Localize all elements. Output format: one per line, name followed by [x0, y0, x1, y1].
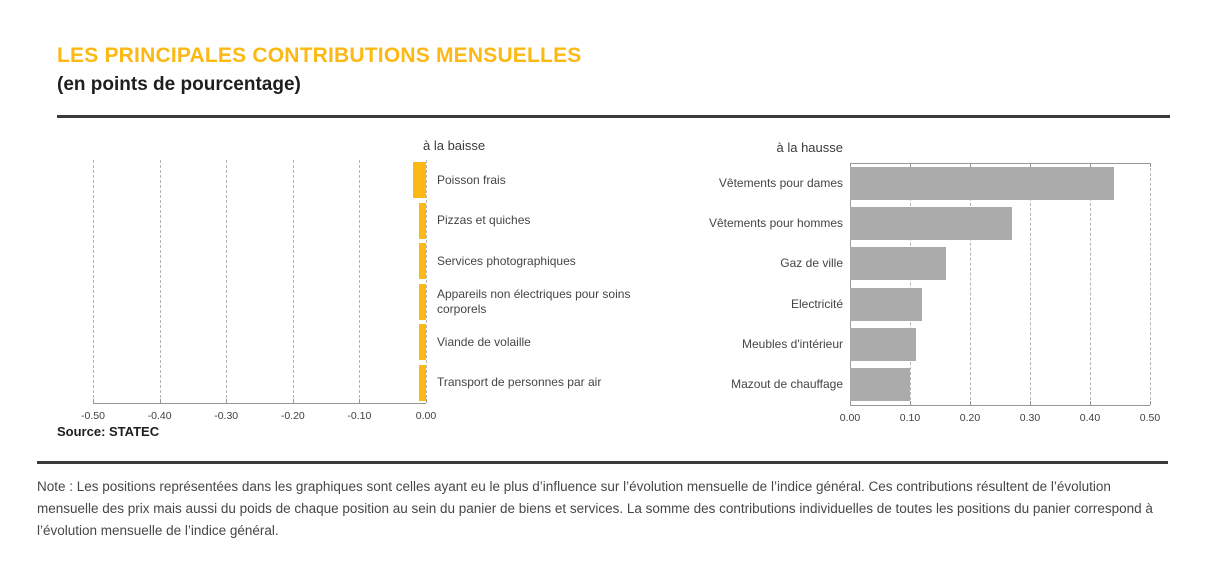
source-label: Source: STATEC [57, 424, 160, 439]
axis-tick-label: -0.10 [347, 410, 372, 422]
axis-tick-label: 0.30 [1019, 412, 1041, 424]
chart-baisse-axis: -0.50 -0.40 -0.30 -0.20 -0.10 0.00 [81, 399, 436, 427]
top-axis-line [850, 163, 1150, 164]
top-axis-tick [1090, 163, 1091, 167]
category-label: Vêtements pour hommes [708, 215, 843, 230]
chart-baisse-labels: Poisson frais Pizzas et quiches Services p… [437, 160, 677, 403]
bar-baisse-0 [412, 162, 426, 199]
chart-baisse-title: à la baisse [423, 138, 486, 153]
axis-tick-label: -0.30 [214, 410, 239, 422]
bar-baisse-4 [419, 324, 426, 361]
category-label: Gaz de ville [780, 256, 843, 271]
axis-tick-label: 0.40 [1079, 412, 1101, 424]
gridline [426, 160, 427, 403]
axis-tick [359, 399, 361, 403]
axis-tick [93, 399, 94, 403]
axis-tick [1150, 401, 1151, 405]
gridline [1090, 163, 1091, 405]
gridline [1030, 163, 1031, 405]
category-label: Poisson frais [437, 172, 506, 187]
axis-tick-label: 0.10 [899, 412, 921, 424]
chart-hausse-title: à la hausse [776, 140, 844, 155]
axis-tick [850, 401, 851, 405]
bar-hausse-5 [850, 368, 910, 402]
axis-tick [1090, 401, 1091, 405]
top-axis-tick [850, 163, 851, 167]
bar-hausse-4 [850, 328, 916, 361]
axis-tick-label: -0.40 [147, 410, 172, 422]
chart-hausse-axis: 0.00 0.10 0.20 0.30 0.40 0.50 [840, 401, 1160, 429]
category-label: Appareils non électriques pour soins cor… [437, 286, 631, 316]
axis-tick [910, 401, 911, 405]
axis-tick [1030, 401, 1031, 405]
axis-tick-label: 0.00 [839, 412, 861, 424]
axis-tick-label: 0.20 [959, 412, 981, 424]
bar-baisse-3 [419, 283, 426, 320]
chart-hausse-plot [850, 163, 1151, 405]
gridline [359, 160, 361, 403]
note-divider [37, 461, 1168, 464]
bar-baisse-2 [419, 243, 426, 280]
zero-axis-spine [850, 163, 851, 405]
bar-hausse-2 [850, 247, 946, 281]
bar-baisse-5 [419, 364, 426, 401]
bar-hausse-3 [850, 287, 922, 321]
category-label: Viande de volaille [437, 334, 531, 349]
category-label: Meubles d'intérieur [741, 336, 843, 351]
gridline [910, 163, 911, 405]
bar-baisse-1 [419, 202, 426, 239]
category-label: Services photographiques [437, 253, 576, 268]
gridline [1150, 163, 1151, 405]
category-label: Vêtements pour dames [718, 175, 843, 190]
top-axis-tick [910, 163, 911, 167]
category-label: Mazout de chauffage [731, 377, 843, 392]
chart-baisse-plot [93, 160, 427, 403]
axis-line [93, 403, 426, 404]
header-divider [57, 115, 1170, 118]
gridline [292, 160, 294, 403]
axis-tick [292, 399, 294, 403]
bar-hausse-0 [850, 166, 1114, 200]
top-axis-tick [1150, 163, 1151, 167]
gridline [159, 160, 161, 403]
chart-hausse-labels: Vêtements pour dames Vêtements pour homme… [690, 163, 843, 405]
note-text: Note : Les positions représentées dans l… [37, 479, 1153, 538]
bar-hausse-1 [850, 207, 1012, 240]
page-subtitle: (en points de pourcentage) [57, 74, 301, 95]
axis-tick [226, 399, 228, 403]
axis-tick-label: 0.50 [1139, 412, 1161, 424]
category-label: Electricité [790, 296, 843, 311]
top-axis-tick [970, 163, 971, 167]
axis-tick [426, 399, 427, 403]
axis-line [850, 405, 1150, 406]
axis-tick [159, 399, 161, 403]
axis-tick-label: -0.20 [280, 410, 305, 422]
axis-tick [970, 401, 971, 405]
category-label: Pizzas et quiches [437, 213, 531, 228]
axis-tick-label: -0.50 [81, 410, 105, 422]
category-label: Transport de personnes par air [437, 375, 602, 390]
page-title: LES PRINCIPALES CONTRIBUTIONS MENSUELLES [57, 44, 582, 67]
gridline [226, 160, 228, 403]
gridline [93, 160, 94, 403]
gridline [970, 163, 971, 405]
top-axis-tick [1030, 163, 1031, 167]
axis-tick-label: 0.00 [415, 410, 437, 422]
